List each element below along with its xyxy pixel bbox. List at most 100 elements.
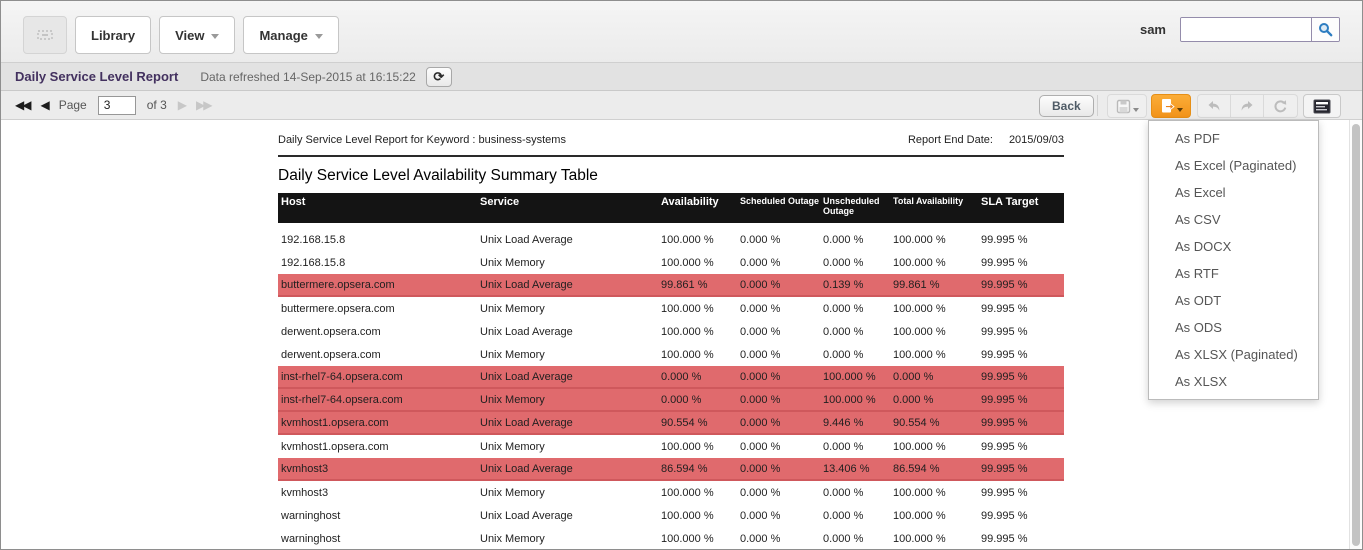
search-icon (1318, 22, 1333, 37)
page-label: Page (58, 98, 87, 112)
first-page-button[interactable]: ◀◀ (15, 98, 32, 112)
table-cell: 0.000 % (823, 532, 864, 545)
table-cell: 100.000 % (661, 440, 714, 453)
last-page-button[interactable]: ▶▶ (195, 98, 213, 112)
refresh-icon: ⟳ (433, 69, 445, 84)
manage-button-label: Manage (259, 27, 308, 43)
redo-button[interactable] (1231, 94, 1264, 118)
refresh-button[interactable]: ⟳ (425, 66, 452, 87)
table-cell: warninghost (281, 532, 341, 545)
table-cell: Unix Memory (480, 348, 545, 361)
page-number-input[interactable] (97, 95, 136, 115)
report-header-row: Daily Service Level Report for Keyword :… (278, 134, 1064, 157)
table-cell: 0.000 % (823, 486, 864, 499)
library-button[interactable]: Library (75, 16, 152, 54)
table-row: warninghost Unix Load Average 100.000 % 0.0… (278, 504, 1064, 527)
view-menu-button[interactable]: View (159, 16, 236, 54)
table-cell: kvmhost1.opsera.com (281, 416, 389, 429)
table-cell: 0.000 % (823, 348, 864, 361)
home-button[interactable] (23, 16, 67, 54)
manage-menu-button[interactable]: Manage (243, 16, 339, 54)
report-title-bar: Daily Service Level Report Data refreshe… (1, 63, 1362, 91)
table-cell: inst-rhel7-64.opsera.com (281, 370, 403, 383)
pagination-toolbar: ◀◀ ◀ Page of 3 ▶ ▶▶ Back (1, 91, 1362, 120)
revert-button[interactable] (1264, 94, 1298, 118)
table-row: kvmhost1.opsera.com Unix Load Average 90.5… (278, 412, 1064, 435)
undo-button[interactable] (1197, 94, 1231, 118)
table-cell: 99.995 % (981, 532, 1028, 545)
table-cell: 100.000 % (893, 440, 946, 453)
export-menu-item[interactable]: As DOCX (1175, 239, 1232, 254)
table-row: derwent.opsera.com Unix Memory 100.000 % 0.… (278, 343, 1064, 366)
export-menu-item[interactable]: As CSV (1175, 212, 1221, 227)
export-menu-item[interactable]: As ODT (1175, 293, 1222, 308)
table-cell: 0.000 % (740, 509, 781, 522)
back-button[interactable]: Back (1039, 95, 1094, 117)
export-menu-item[interactable]: As PDF (1175, 131, 1220, 146)
table-cell: Unix Memory (480, 532, 545, 545)
toolbar-divider (1097, 95, 1098, 116)
table-cell: 100.000 % (661, 325, 714, 338)
table-cell: 100.000 % (893, 486, 946, 499)
topbar-right: sam (1140, 17, 1340, 42)
export-menu-item[interactable]: As ODS (1175, 320, 1222, 335)
table-cell: warninghost (281, 509, 341, 522)
table-cell: 100.000 % (893, 256, 946, 269)
export-menu-item[interactable]: As Excel (1175, 185, 1226, 200)
table-row: kvmhost3 Unix Load Average 86.594 % 0.000 %… (278, 458, 1064, 481)
table-cell: 0.000 % (823, 256, 864, 269)
export-menu-item[interactable]: As XLSX (Paginated) (1175, 347, 1298, 362)
table-cell: 99.995 % (981, 302, 1028, 315)
table-cell: 100.000 % (661, 256, 714, 269)
export-menu-item[interactable]: As Excel (Paginated) (1175, 158, 1297, 173)
report-settings-button[interactable] (1303, 94, 1341, 118)
scrollbar-thumb[interactable] (1352, 124, 1360, 546)
table-cell: 0.000 % (740, 393, 781, 406)
table-cell: 100.000 % (893, 348, 946, 361)
table-cell: 99.995 % (981, 278, 1028, 291)
table-cell: 0.000 % (740, 486, 781, 499)
chevron-down-icon (211, 33, 220, 39)
save-button[interactable] (1107, 94, 1147, 118)
table-cell: kvmhost3 (281, 486, 329, 499)
table-cell: 0.000 % (740, 440, 781, 453)
table-cell: 0.000 % (661, 370, 702, 383)
next-page-button[interactable]: ▶ (177, 98, 187, 112)
save-icon (1116, 99, 1131, 114)
table-row: 192.168.15.8 Unix Memory 100.000 % 0.000 % 0… (278, 251, 1064, 274)
table-cell: 0.000 % (740, 233, 781, 246)
table-cell: buttermere.opsera.com (281, 278, 395, 291)
search-input[interactable] (1181, 18, 1311, 41)
table-cell: 100.000 % (893, 325, 946, 338)
export-menu: As PDF As Excel (Paginated) As Excel As CSV… (1148, 120, 1319, 400)
vertical-scrollbar (1349, 120, 1362, 549)
table-cell: 86.594 % (661, 462, 708, 475)
search-box (1180, 17, 1340, 42)
report-page: Daily Service Level Report for Keyword :… (278, 134, 1064, 549)
column-header: Host (281, 196, 306, 208)
table-cell: kvmhost3 (281, 462, 329, 475)
table-cell: inst-rhel7-64.opsera.com (281, 393, 403, 406)
table-row: 192.168.15.8 Unix Load Average 100.000 % 0.… (278, 228, 1064, 251)
search-button[interactable] (1311, 18, 1339, 41)
table-cell: 99.995 % (981, 256, 1028, 269)
table-cell: derwent.opsera.com (281, 325, 381, 338)
prev-page-button[interactable]: ◀ (40, 98, 49, 112)
table-cell: 0.000 % (740, 325, 781, 338)
availability-table-header: Host Service Availability Scheduled Outa… (278, 193, 1064, 223)
table-cell: Unix Load Average (480, 462, 573, 475)
export-button[interactable] (1151, 94, 1191, 118)
export-menu-item[interactable]: As RTF (1175, 266, 1219, 281)
table-cell: 99.995 % (981, 370, 1028, 383)
library-button-label: Library (91, 27, 136, 43)
export-menu-item[interactable]: As XLSX (1175, 374, 1228, 389)
table-cell: 90.554 % (661, 416, 708, 429)
report-keyword-line: Daily Service Level Report for Keyword :… (278, 134, 566, 146)
revert-icon (1273, 99, 1288, 114)
table-cell: 0.000 % (740, 370, 781, 383)
username-label: sam (1139, 22, 1166, 37)
table-cell: 0.000 % (740, 302, 781, 315)
column-header: Total Availability (893, 196, 964, 206)
table-cell: 99.995 % (981, 393, 1028, 406)
table-row: buttermere.opsera.com Unix Load Average 99… (278, 274, 1064, 297)
